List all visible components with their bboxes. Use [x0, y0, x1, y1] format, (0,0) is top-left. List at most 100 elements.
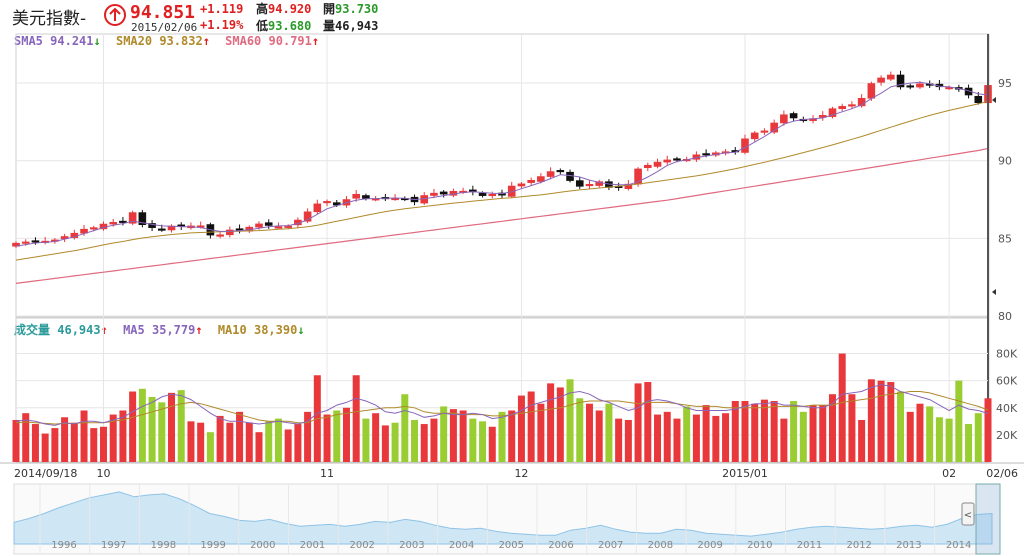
volume-bar[interactable]	[537, 403, 545, 462]
candle[interactable]	[848, 104, 856, 107]
volume-bar[interactable]	[411, 419, 419, 462]
candle[interactable]	[673, 158, 681, 161]
volume-bar[interactable]	[381, 425, 389, 462]
volume-bar[interactable]	[226, 422, 234, 462]
volume-bar[interactable]	[255, 432, 263, 462]
volume-bar[interactable]	[819, 405, 827, 462]
volume-bar[interactable]	[245, 422, 253, 462]
volume-bar[interactable]	[12, 419, 20, 462]
candle[interactable]	[886, 74, 895, 80]
volume-bar[interactable]	[352, 375, 360, 462]
candle[interactable]	[119, 220, 127, 223]
candle[interactable]	[216, 234, 224, 237]
candle[interactable]	[430, 192, 438, 196]
candle[interactable]	[663, 159, 672, 163]
candle[interactable]	[89, 227, 98, 230]
volume-bar[interactable]	[401, 394, 409, 462]
volume-bar[interactable]	[731, 401, 739, 462]
candle[interactable]	[974, 95, 983, 104]
volume-bar[interactable]	[304, 411, 312, 462]
volume-bar[interactable]	[236, 411, 244, 462]
volume-bar[interactable]	[556, 387, 564, 462]
volume-bar[interactable]	[430, 418, 438, 462]
volume-bar[interactable]	[916, 403, 924, 462]
candle[interactable]	[527, 179, 535, 183]
volume-bar[interactable]	[498, 411, 506, 462]
volume-bar[interactable]	[31, 424, 39, 462]
volume-bar[interactable]	[206, 432, 214, 462]
candle[interactable]	[585, 184, 594, 187]
candle[interactable]	[877, 77, 885, 83]
volume-bar[interactable]	[741, 401, 749, 462]
candle[interactable]	[274, 226, 283, 229]
volume-bar[interactable]	[585, 403, 593, 462]
volume-bar[interactable]	[935, 417, 943, 462]
volume-bar[interactable]	[838, 353, 846, 462]
volume-bar[interactable]	[974, 413, 982, 462]
volume-bar[interactable]	[469, 418, 477, 462]
volume-bar[interactable]	[420, 424, 428, 462]
volume-bar[interactable]	[809, 405, 817, 462]
volume-bar[interactable]	[70, 422, 78, 462]
volume-bar[interactable]	[945, 418, 953, 462]
volume-bar[interactable]	[187, 421, 195, 462]
candle[interactable]	[148, 223, 156, 228]
candle[interactable]	[517, 183, 526, 187]
volume-bar[interactable]	[799, 411, 807, 462]
volume-bar[interactable]	[576, 398, 584, 462]
volume-bar[interactable]	[722, 413, 730, 462]
volume-bar[interactable]	[265, 421, 273, 462]
candle[interactable]	[566, 171, 574, 181]
candle[interactable]	[31, 240, 40, 243]
candle[interactable]	[906, 85, 915, 88]
candle[interactable]	[537, 176, 545, 182]
candle[interactable]	[770, 122, 778, 133]
volume-bar[interactable]	[449, 409, 457, 462]
candle[interactable]	[624, 183, 633, 189]
volume-bar[interactable]	[158, 402, 166, 462]
candle[interactable]	[867, 83, 876, 99]
volume-bar[interactable]	[372, 413, 380, 462]
chevron-left-icon[interactable]: <	[964, 510, 972, 521]
volume-bar[interactable]	[459, 410, 467, 462]
volume-bar[interactable]	[119, 410, 127, 462]
candle[interactable]	[760, 130, 769, 133]
candle[interactable]	[828, 108, 837, 117]
volume-bar[interactable]	[751, 403, 759, 462]
volume-bar[interactable]	[712, 415, 720, 462]
volume-bar[interactable]	[333, 410, 341, 462]
candle[interactable]	[556, 170, 565, 173]
volume-bar[interactable]	[760, 399, 768, 462]
volume-bar[interactable]	[99, 426, 107, 462]
candle[interactable]	[439, 191, 448, 195]
candle[interactable]	[653, 161, 662, 167]
candle[interactable]	[789, 113, 798, 119]
volume-bar[interactable]	[955, 380, 963, 462]
candle[interactable]	[313, 203, 322, 213]
volume-bar[interactable]	[109, 414, 117, 462]
volume-bar[interactable]	[479, 421, 487, 462]
volume-bar[interactable]	[692, 414, 700, 462]
candle[interactable]	[702, 153, 710, 156]
volume-bar[interactable]	[858, 419, 866, 462]
candle[interactable]	[109, 222, 117, 225]
volume-bar[interactable]	[61, 417, 69, 462]
candle[interactable]	[226, 229, 234, 236]
candle[interactable]	[323, 201, 331, 204]
volume-bar[interactable]	[867, 379, 875, 462]
volume-bar[interactable]	[683, 406, 691, 462]
candle[interactable]	[303, 211, 312, 222]
volume-bar[interactable]	[80, 410, 88, 462]
volume-bar[interactable]	[984, 398, 992, 462]
volume-bar[interactable]	[654, 414, 662, 462]
volume-bar[interactable]	[634, 383, 642, 462]
volume-bar[interactable]	[216, 415, 224, 462]
volume-bar[interactable]	[294, 424, 302, 462]
candle[interactable]	[362, 195, 370, 199]
volume-bar[interactable]	[828, 394, 836, 462]
candle[interactable]	[488, 193, 497, 197]
candle[interactable]	[643, 164, 652, 168]
volume-bar[interactable]	[168, 392, 176, 462]
volume-bar[interactable]	[517, 395, 525, 462]
